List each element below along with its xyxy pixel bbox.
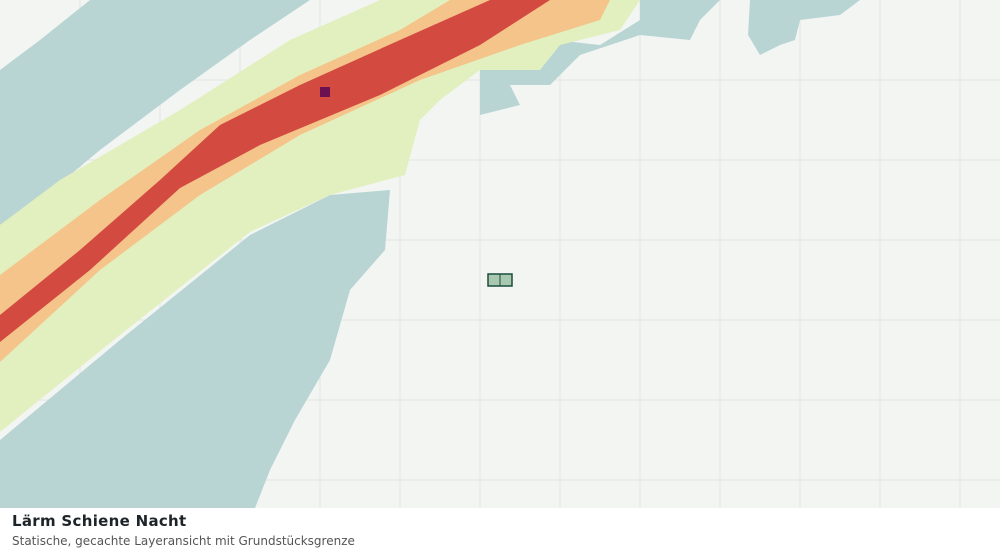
map-title: Lärm Schiene Nacht [12, 512, 187, 530]
noise-zone-low [748, 0, 860, 55]
map-subtitle: Statische, gecachte Layeransicht mit Gru… [12, 534, 355, 548]
map [0, 0, 1000, 508]
noise-zone-extreme [320, 87, 330, 97]
noise-zone-low [0, 190, 390, 508]
noise-zone-very-high [0, 0, 550, 342]
caption: Lärm Schiene Nacht Statische, gecachte L… [12, 512, 992, 548]
noise-zone-low [0, 0, 310, 225]
noise-zone-low [480, 0, 720, 115]
